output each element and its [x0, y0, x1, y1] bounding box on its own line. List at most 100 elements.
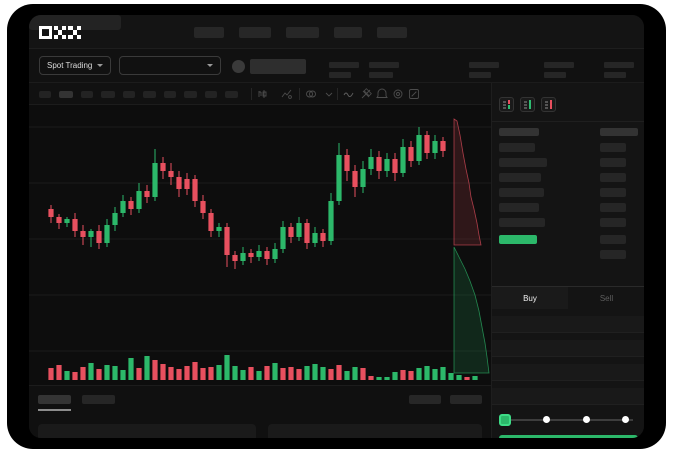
- tab-open-orders[interactable]: [38, 395, 71, 404]
- alert-icon[interactable]: [376, 88, 388, 100]
- orderbook-ask-row-2[interactable]: [499, 173, 541, 182]
- orderbook-mode-both[interactable]: [499, 97, 514, 112]
- nav-item-5[interactable]: [377, 27, 407, 38]
- slider-mark-75[interactable]: [622, 416, 629, 423]
- orders-panel: [29, 385, 491, 438]
- timeframe-1mo[interactable]: [225, 91, 238, 98]
- stat-24h-low: [369, 62, 399, 68]
- stat-mark: [604, 62, 634, 68]
- volume-bar-35: [328, 369, 334, 380]
- candle-16: [176, 171, 182, 197]
- candlestick-type-icon[interactable]: [257, 88, 269, 100]
- slider-mark-50[interactable]: [583, 416, 590, 423]
- orderbook-ask-row-5[interactable]: [499, 218, 545, 227]
- orderbook-mode-bids[interactable]: [520, 97, 535, 112]
- trading-pair-select[interactable]: [119, 56, 221, 75]
- place-buy-order-button[interactable]: [499, 435, 638, 438]
- timeframe-30m[interactable]: [101, 91, 115, 98]
- timeframe-2h[interactable]: [143, 91, 156, 98]
- candle-8: [112, 207, 118, 231]
- orderbook-ask-row-1[interactable]: [499, 158, 547, 167]
- volume-bar-28: [272, 363, 278, 380]
- volume-bar-6: [96, 369, 102, 380]
- orderbook-ask-row-4[interactable]: [499, 203, 539, 212]
- price-chart[interactable]: [29, 105, 491, 385]
- orderbook-amount-row-7[interactable]: [600, 250, 626, 259]
- volume-bar-41: [376, 377, 382, 380]
- nav-item-4[interactable]: [334, 27, 362, 38]
- volume-bar-1: [56, 365, 62, 380]
- candle-24: [240, 247, 246, 265]
- tab-sell[interactable]: Sell: [568, 287, 644, 309]
- candle-9: [120, 195, 126, 217]
- volume-series: [48, 355, 478, 380]
- magnet-icon[interactable]: [360, 88, 372, 100]
- volume-bar-49: [440, 367, 446, 380]
- timeframe-1d[interactable]: [184, 91, 197, 98]
- field-divider: [492, 404, 644, 405]
- timeframe-1h[interactable]: [123, 91, 135, 98]
- depth-bids-area: [453, 246, 490, 374]
- orderbook-amount-row-3[interactable]: [600, 188, 626, 197]
- indicators-icon[interactable]: [281, 88, 293, 100]
- candle-22: [224, 223, 230, 267]
- nav-item-3[interactable]: [286, 27, 319, 38]
- compare-icon[interactable]: [305, 88, 317, 100]
- orderbook-ask-row-3[interactable]: [499, 188, 544, 197]
- orderbook-last-price[interactable]: [499, 235, 537, 244]
- volume-bar-16: [176, 369, 182, 380]
- gear-icon[interactable]: [392, 88, 404, 100]
- tab-buy[interactable]: Buy: [492, 287, 568, 309]
- orderbook-amount-row-0[interactable]: [600, 143, 626, 152]
- stat-open-interest: [544, 62, 574, 68]
- amount-slider[interactable]: [499, 413, 638, 427]
- total-field[interactable]: [492, 388, 644, 404]
- orderbook-amount-row-1[interactable]: [600, 158, 626, 167]
- orderbook-amount-row-2[interactable]: [600, 173, 626, 182]
- volume-bar-10: [128, 358, 134, 380]
- candle-46: [416, 127, 422, 165]
- candle-14: [160, 157, 166, 179]
- candle-1: [56, 214, 62, 229]
- nav-item-1[interactable]: [194, 27, 224, 38]
- action-hide-other-pairs[interactable]: [409, 395, 441, 404]
- timeframe-15m[interactable]: [81, 91, 93, 98]
- orderbook-ask-row-0[interactable]: [499, 143, 535, 152]
- volume-bar-46: [416, 368, 422, 380]
- slider-handle[interactable]: [499, 414, 511, 426]
- orderbook-amount-row-6[interactable]: [600, 235, 626, 244]
- order-type-field[interactable]: [492, 316, 644, 332]
- fullscreen-icon[interactable]: [408, 88, 420, 100]
- orderbook-amount-row-4[interactable]: [600, 203, 626, 212]
- tab-order-history[interactable]: [82, 395, 115, 404]
- volume-bar-8: [112, 366, 118, 380]
- orderbook-amount-row-5[interactable]: [600, 218, 626, 227]
- spot-trading-label: Spot Trading: [47, 61, 93, 70]
- action-cancel-all[interactable]: [450, 395, 482, 404]
- orderbook-mode-asks[interactable]: [541, 97, 556, 112]
- volume-bar-37: [344, 371, 350, 380]
- volume-bar-7: [104, 365, 110, 380]
- volume-bar-38: [352, 367, 358, 380]
- line-tool-icon[interactable]: [343, 88, 355, 100]
- okx-logo[interactable]: [39, 26, 81, 39]
- volume-bar-51: [456, 375, 462, 380]
- amount-field[interactable]: [492, 364, 644, 380]
- nav-item-2[interactable]: [239, 27, 271, 38]
- slider-mark-25[interactable]: [543, 416, 550, 423]
- timeframe-1m[interactable]: [39, 91, 51, 98]
- volume-bar-9: [120, 370, 126, 380]
- timeframe-4h[interactable]: [164, 91, 176, 98]
- price-field[interactable]: [492, 340, 644, 356]
- timeframe-1w[interactable]: [205, 91, 217, 98]
- volume-bar-24: [240, 370, 246, 380]
- search-input[interactable]: [29, 15, 121, 30]
- candle-27: [264, 247, 270, 265]
- orderbook-col-price[interactable]: [499, 128, 539, 136]
- chevron-down-icon[interactable]: [323, 88, 335, 100]
- timeframe-5m[interactable]: [59, 91, 73, 98]
- orderbook-col-amount[interactable]: [600, 128, 638, 136]
- volume-bar-18: [192, 362, 198, 380]
- candle-47: [424, 131, 430, 159]
- spot-trading-select[interactable]: Spot Trading: [39, 56, 112, 75]
